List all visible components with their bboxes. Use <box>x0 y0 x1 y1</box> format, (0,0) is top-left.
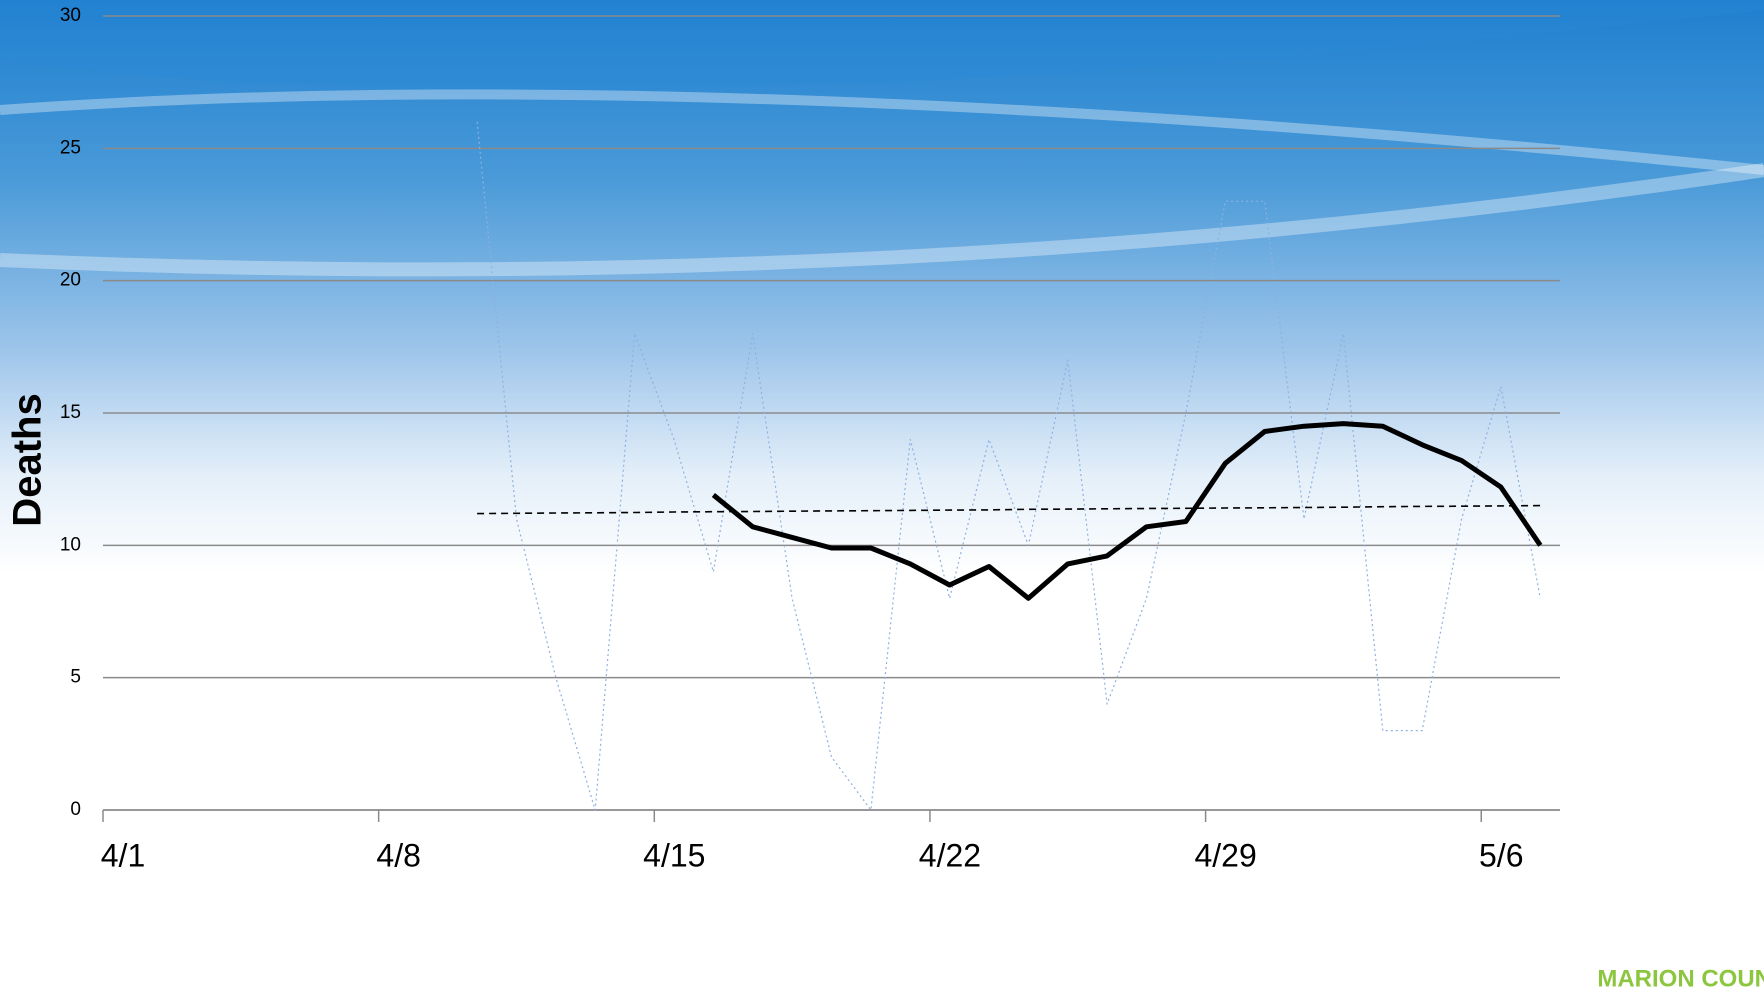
y-tick-label: 25 <box>60 137 81 158</box>
y-tick-label: 15 <box>60 402 81 423</box>
x-tick-label: 4/22 <box>919 837 981 873</box>
x-tick-label: 5/6 <box>1479 837 1523 873</box>
y-tick-label: 5 <box>70 667 81 688</box>
swoosh <box>0 0 1764 91</box>
series-line <box>711 421 1543 601</box>
brand-logo-text: MARION COUNTY <box>1597 965 1764 991</box>
x-tick-label: 4/15 <box>643 837 705 873</box>
swoosh <box>0 89 1764 175</box>
series-line <box>476 121 1541 811</box>
series-line <box>477 504 1541 515</box>
x-tick-label: 4/29 <box>1194 837 1256 873</box>
y-tick-label: 20 <box>60 270 81 291</box>
swoosh <box>0 163 1764 277</box>
y-tick-label: 10 <box>60 534 81 555</box>
y-axis-label: Deaths <box>6 393 50 526</box>
x-tick-label: 4/8 <box>376 837 420 873</box>
x-tick-label: 4/1 <box>101 837 145 873</box>
y-tick-label: 30 <box>60 5 81 26</box>
y-tick-label: 0 <box>70 799 81 820</box>
